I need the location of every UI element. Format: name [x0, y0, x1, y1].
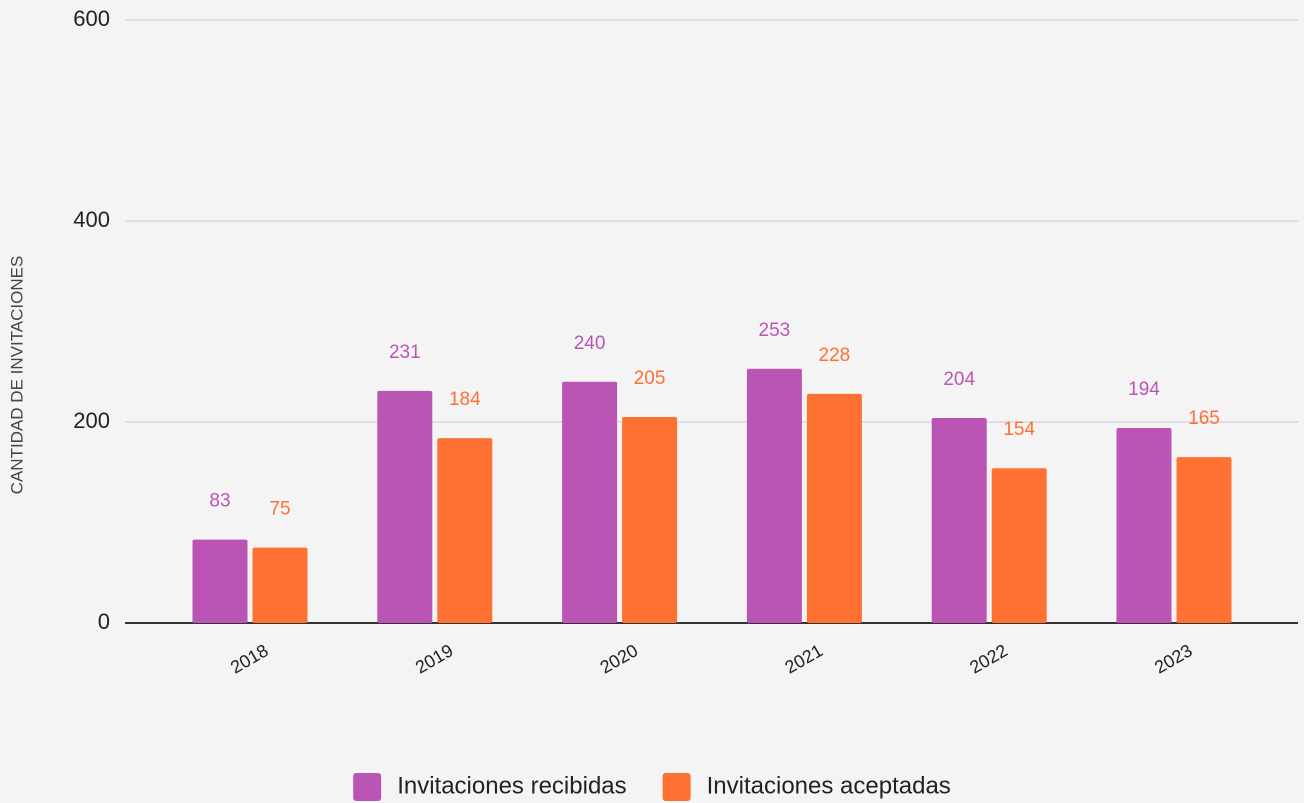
legend-swatch [353, 773, 382, 801]
bar [252, 547, 308, 623]
data-label: 204 [943, 369, 975, 390]
bar [377, 390, 433, 623]
bar [622, 416, 678, 623]
data-label: 154 [1003, 419, 1035, 440]
bar [746, 368, 802, 623]
y-tick-label: 200 [73, 408, 110, 433]
bar [1116, 428, 1172, 623]
y-tick-label: 0 [98, 609, 110, 634]
bar [192, 539, 248, 623]
data-label: 228 [819, 345, 851, 366]
data-label: 194 [1128, 379, 1160, 400]
data-label: 75 [269, 499, 290, 520]
data-label: 240 [574, 333, 606, 354]
bar [437, 438, 493, 623]
y-axis-title: CANTIDAD DE INVITACIONES [7, 256, 26, 495]
bar [562, 381, 618, 623]
bar [991, 468, 1047, 623]
data-label: 253 [759, 320, 791, 341]
legend-swatch [662, 773, 691, 801]
legend-label: Invitaciones aceptadas [707, 772, 951, 799]
data-label: 83 [209, 491, 230, 512]
data-label: 205 [634, 368, 666, 389]
y-tick-label: 400 [73, 207, 110, 232]
legend-label: Invitaciones recibidas [397, 772, 626, 799]
data-label: 165 [1188, 408, 1220, 429]
y-tick-label: 600 [73, 6, 110, 31]
bar [1176, 457, 1232, 623]
bar [931, 417, 987, 623]
bar [806, 393, 862, 623]
data-label: 231 [389, 342, 421, 363]
data-label: 184 [449, 389, 481, 410]
